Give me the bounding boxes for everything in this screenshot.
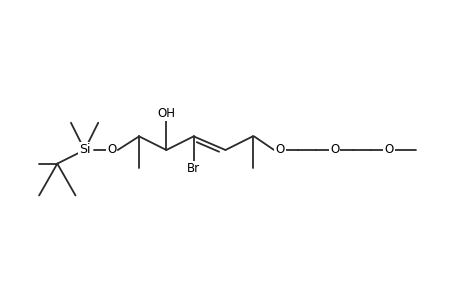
Text: O: O <box>384 143 393 157</box>
Text: Br: Br <box>187 162 200 175</box>
Text: O: O <box>275 143 284 157</box>
Text: OH: OH <box>157 107 175 120</box>
Text: Si: Si <box>78 143 90 157</box>
Text: O: O <box>329 143 338 157</box>
Text: O: O <box>107 143 116 157</box>
